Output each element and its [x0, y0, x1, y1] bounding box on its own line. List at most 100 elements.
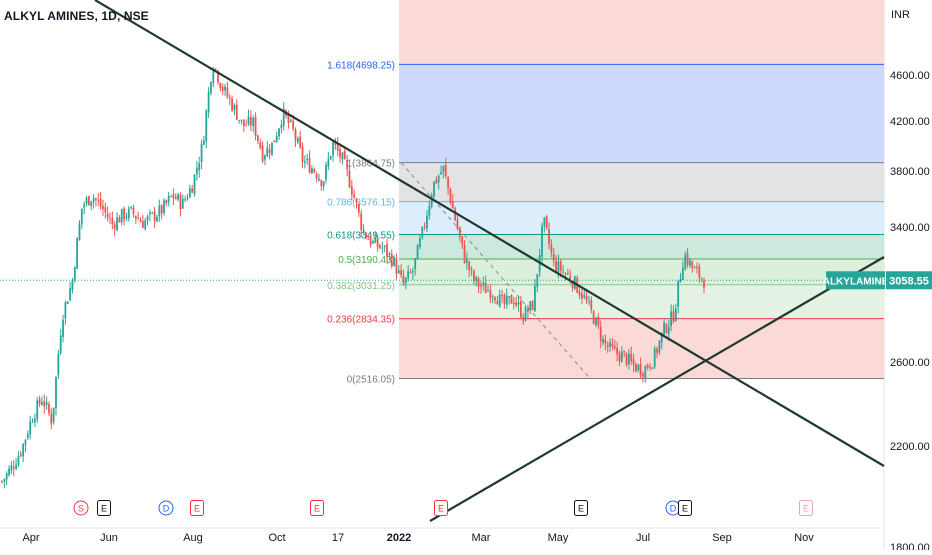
candle-body: [468, 261, 471, 271]
candle-body: [463, 245, 466, 263]
fib-label-0.382: 0.382(3031.25): [327, 281, 395, 292]
candle-body: [487, 290, 489, 292]
candle-body: [355, 198, 358, 203]
candle-body: [588, 300, 590, 302]
symbol-tag-bg: [826, 271, 885, 290]
candle-body: [689, 260, 691, 266]
candle-body: [660, 332, 663, 343]
y-tick-label: 4200.00: [890, 116, 930, 128]
candle-body: [346, 160, 349, 170]
candle-body: [571, 282, 574, 288]
fib-zone-1.618: [399, 64, 884, 163]
candle-body: [1, 481, 3, 483]
candle-body: [414, 258, 417, 270]
candle-body: [635, 364, 637, 372]
event-marker-label: E: [682, 504, 688, 514]
y-tick-label: 2600.00: [890, 357, 930, 369]
price-tag-bg: [886, 271, 932, 290]
candle-body: [153, 211, 156, 221]
candle-body: [465, 259, 468, 263]
candle-body: [388, 253, 391, 255]
candle-body: [529, 301, 532, 311]
candle-body: [494, 297, 496, 301]
candle-body: [87, 196, 90, 206]
candle-body: [287, 114, 290, 123]
candle-body: [102, 205, 104, 210]
candle-body: [677, 280, 680, 308]
candle-body: [381, 247, 384, 249]
candle-body: [235, 104, 238, 120]
candle-body: [45, 402, 48, 406]
candle-body: [475, 276, 478, 281]
fib-label-0.5: 0.5(3190.40): [338, 255, 395, 266]
x-tick-label: Oct: [268, 532, 285, 544]
candle-body: [639, 364, 642, 376]
candle-body: [625, 353, 628, 365]
fib-label-0.786: 0.786(3576.15): [327, 198, 395, 209]
candle-body: [3, 478, 6, 482]
candle-body: [491, 296, 494, 297]
candle-body: [590, 299, 593, 310]
candle-body: [104, 207, 107, 213]
candle-body: [508, 296, 511, 298]
candle-body: [670, 311, 673, 326]
candle-body: [52, 407, 55, 422]
event-marker-label: S: [78, 504, 84, 514]
candle-body: [555, 260, 557, 272]
candle-body: [700, 278, 703, 279]
candle-body: [158, 205, 161, 217]
candle-body: [564, 273, 567, 275]
candle-body: [581, 293, 583, 299]
candle-body: [261, 145, 264, 162]
candle-body: [289, 119, 292, 122]
candle-body: [200, 143, 203, 163]
candle-body: [447, 177, 449, 189]
candle-body: [245, 125, 248, 127]
candle-body: [249, 116, 252, 126]
candle-body: [426, 215, 428, 229]
candle-body: [146, 216, 149, 221]
x-tick-label: Sep: [712, 532, 732, 544]
candle-body: [50, 413, 53, 424]
candle-body: [482, 283, 485, 286]
candle-body: [24, 439, 27, 445]
candle-body: [228, 97, 231, 99]
candle-body: [80, 208, 83, 224]
candle-body: [264, 155, 266, 160]
candle-body: [170, 195, 172, 197]
candle-body: [433, 181, 435, 197]
candle-body: [620, 351, 623, 363]
candle-body: [421, 226, 424, 238]
x-tick-label: Mar: [472, 532, 491, 544]
candle-body: [240, 119, 243, 121]
fib-zone-0.5: [399, 259, 884, 285]
candle-body: [318, 178, 320, 181]
candle-body: [395, 258, 398, 275]
candle-body: [163, 200, 165, 214]
candle-body: [627, 353, 630, 365]
candle-body: [90, 201, 93, 207]
fib-label-1.618: 1.618(4698.25): [327, 60, 395, 71]
candle-body: [430, 195, 433, 207]
event-marker-label: E: [194, 504, 200, 514]
candle-body: [95, 198, 97, 200]
x-tick-label: Nov: [794, 532, 814, 544]
candle-body: [329, 156, 332, 160]
candle-body: [29, 421, 32, 435]
candle-body: [118, 217, 121, 223]
candle-body: [691, 261, 694, 268]
candle-body: [111, 218, 114, 225]
event-marker-box: [310, 500, 324, 516]
candle-body: [5, 473, 8, 480]
candle-body: [656, 348, 658, 353]
y-tick-label: 2200.00: [890, 441, 930, 453]
symbol-title: ALKYL AMINES, 1D, NSE: [4, 9, 149, 23]
candle-body: [437, 176, 440, 183]
y-tick-label: 1800.00: [890, 542, 930, 550]
candle-body: [451, 201, 454, 209]
event-marker-circle: [73, 500, 89, 516]
symbol-tag-label: ALKYLAMINE: [823, 276, 889, 287]
candle-body: [534, 286, 536, 311]
